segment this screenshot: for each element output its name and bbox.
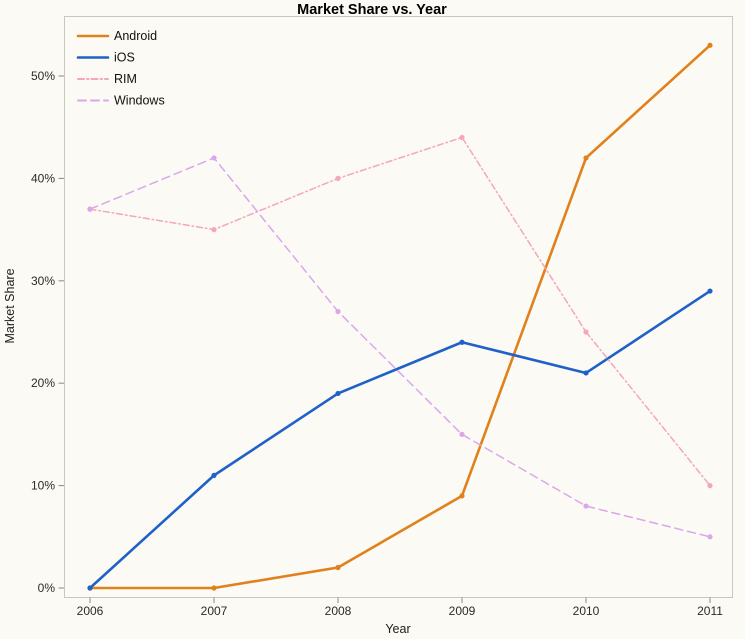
series-point-ios [583,370,589,376]
series-point-ios [459,339,465,345]
series-point-rim [459,134,465,141]
series-line-android [88,43,712,590]
series-point-windows [211,155,217,161]
series-point-rim [583,329,589,335]
x-axis-label: Year [385,622,410,636]
y-axis-label: Market Share [3,268,17,343]
x-tick-label: 2011 [697,604,723,618]
series-point-android [459,493,465,499]
series-point-android [335,564,341,571]
x-tick-label: 2010 [573,604,600,618]
series-point-ios [335,390,341,397]
legend-label-rim: RIM [114,72,137,86]
y-tick-label: 30% [31,274,55,288]
series-point-android [211,585,217,591]
series-line-ios [88,289,712,590]
series-point-rim [707,483,713,489]
series-point-rim [335,175,341,181]
y-tick-label: 50% [31,69,55,83]
series-line-rim [89,136,711,487]
series-point-ios [707,288,713,294]
series-point-android [583,155,589,161]
series-point-android [707,42,713,48]
series-point-ios [87,585,93,591]
series-point-windows [583,503,589,509]
series-point-windows [459,431,465,437]
series-line-windows [89,157,711,538]
y-tick-label: 20% [31,376,55,390]
y-tick-label: 10% [31,479,55,493]
legend-label-android: Android [114,29,157,43]
y-tick-label: 40% [31,171,55,185]
series-point-rim [211,227,217,233]
x-tick-label: 2009 [449,604,476,618]
chart-title: Market Share vs. Year [297,2,447,18]
legend-label-ios: iOS [114,51,135,65]
x-tick-label: 2007 [201,604,228,618]
y-tick-label: 0% [38,581,56,595]
series-point-ios [211,472,217,478]
x-tick-label: 2006 [77,604,104,618]
series-point-windows [335,308,341,315]
series-point-windows [87,206,93,212]
plot-frame [64,16,733,598]
legend-label-windows: Windows [114,94,165,108]
x-tick-label: 2008 [325,604,352,618]
series-point-windows [707,534,713,540]
